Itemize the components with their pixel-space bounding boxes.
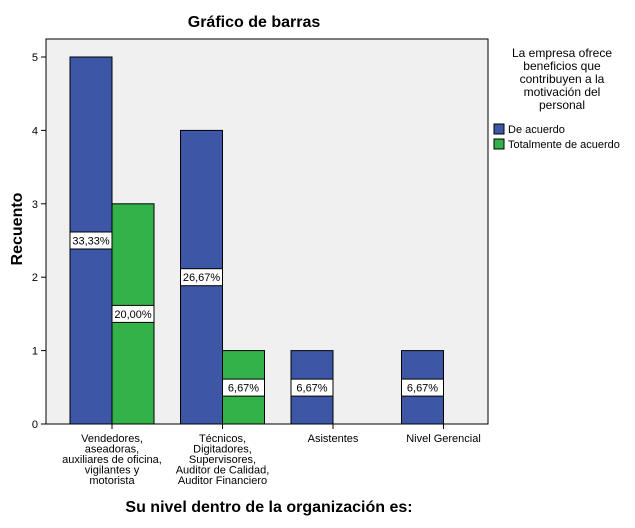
legend-swatch — [493, 138, 505, 150]
data-label-box — [180, 268, 223, 287]
x-tick-label-line: Supervisores, — [189, 454, 256, 466]
x-tick-label-line: Vendedores, — [81, 433, 143, 445]
y-tick-label: 0 — [32, 419, 38, 431]
data-label: 20,00% — [114, 309, 152, 321]
y-tick-label: 2 — [32, 272, 38, 284]
y-tick-label: 3 — [32, 199, 38, 211]
legend-title-line: personal — [539, 98, 585, 112]
legend-title-line: contribuyen a la — [520, 72, 605, 86]
y-tick-label: 4 — [32, 125, 38, 137]
x-tick-label-line: vigilantes y — [85, 465, 140, 477]
x-tick-label-line: aseadoras, — [85, 444, 139, 456]
data-label: 26,67% — [183, 272, 221, 284]
data-label: 33,33% — [72, 236, 110, 248]
data-label-box — [290, 378, 334, 397]
x-tick-label: Nivel Gerencial — [406, 433, 481, 445]
y-tick-label: 5 — [32, 52, 38, 64]
data-label-box — [401, 378, 444, 397]
legend-swatch — [493, 123, 505, 135]
legend-title-line: motivación del — [524, 85, 601, 99]
data-label: 6,67% — [296, 383, 327, 395]
x-tick-label-line: Auditor Financiero — [178, 475, 267, 487]
y-tick-label: 1 — [32, 346, 38, 358]
data-label: 6,67% — [407, 383, 438, 395]
x-tick-label-line: auxiliares de oficina, — [62, 454, 162, 466]
plot-area: 0 1 2 3 4 5 Vendedores, aseadoras, auxiliares de… — [32, 38, 489, 487]
legend-title-line: La empresa ofrece — [512, 46, 612, 60]
y-axis-label: Recuento — [9, 192, 26, 265]
x-tick-label-line: Digitadores, — [193, 444, 252, 456]
x-tick-label-line: Asistentes — [308, 433, 359, 445]
x-axis-label: Su nivel dentro de la organización es: — [125, 499, 412, 516]
legend-label: De acuerdo — [508, 124, 565, 136]
chart-title: Gráfico de barras — [188, 14, 321, 31]
x-tick-label: Técnicos, Digitadores, Supervisores, Audito… — [176, 433, 270, 487]
x-tick-label: Asistentes — [308, 433, 359, 445]
x-tick-label-line: Técnicos, — [199, 433, 246, 445]
data-label-box — [69, 231, 113, 250]
legend-title-line: beneficios que — [523, 59, 601, 73]
data-label-box — [111, 304, 155, 323]
data-label-box — [222, 378, 265, 397]
legend-label: Totalmente de acuerdo — [508, 139, 620, 151]
x-tick-label-line: motorista — [89, 475, 135, 487]
x-tick-label-line: Auditor de Calidad, — [176, 465, 270, 477]
x-tick-label: Vendedores, aseadoras, auxiliares de ofici… — [62, 433, 162, 487]
x-tick-label-line: Nivel Gerencial — [406, 433, 481, 445]
data-label: 6,67% — [228, 383, 259, 395]
